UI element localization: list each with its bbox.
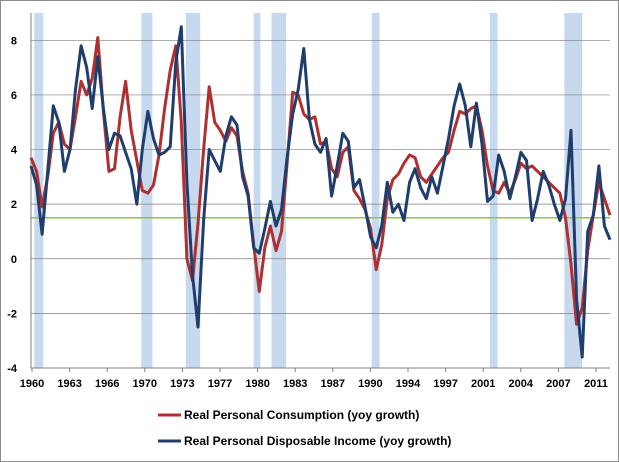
y-tick-label-4: 4 xyxy=(11,145,18,157)
x-tick-label-5: 1977 xyxy=(208,378,232,390)
y-tick-label-0: -4 xyxy=(7,363,18,375)
legend-label-1: Real Personal Disposable Income (yoy gro… xyxy=(184,434,451,448)
x-tick-label-13: 2004 xyxy=(509,378,534,390)
x-tick-label-10: 1994 xyxy=(396,378,421,390)
x-tick-label-8: 1987 xyxy=(321,378,345,390)
x-tick-label-15: 2011 xyxy=(584,378,608,390)
series-lines xyxy=(29,25,612,359)
y-tick-label-1: -2 xyxy=(7,308,17,320)
y-tick-label-6: 8 xyxy=(11,35,17,47)
x-tick-label-4: 1973 xyxy=(170,378,194,390)
gridlines xyxy=(31,39,610,314)
x-tick-label-3: 1970 xyxy=(133,378,157,390)
recession-band-2 xyxy=(185,13,201,368)
legend-label-0: Real Personal Consumption (yoy growth) xyxy=(184,408,419,422)
x-tick-labels: 1960 1963 1966 1970 1973 1977 1980 1983 1987 1990… xyxy=(20,368,608,390)
x-tick-label-0: 1960 xyxy=(20,378,44,390)
recession-band-4 xyxy=(271,13,286,368)
y-tick-labels: -4 -2 0 2 4 6 8 xyxy=(7,35,18,375)
x-tick-label-9: 1990 xyxy=(358,378,382,390)
y-tick-label-3: 2 xyxy=(11,199,17,211)
x-tick-label-6: 1980 xyxy=(245,378,269,390)
x-tick-label-12: 2001 xyxy=(471,378,495,390)
x-tick-label-2: 1966 xyxy=(95,378,119,390)
series-line-0 xyxy=(29,36,612,326)
series-line-1 xyxy=(29,25,612,359)
recession-band-5 xyxy=(371,13,380,368)
x-tick-label-7: 1983 xyxy=(283,378,307,390)
axes xyxy=(30,13,610,369)
x-tick-label-14: 2007 xyxy=(546,378,570,390)
recession-band-1 xyxy=(141,13,153,368)
x-tick-label-11: 1997 xyxy=(433,378,457,390)
y-tick-label-2: 0 xyxy=(11,254,17,266)
recession-band-3 xyxy=(253,13,261,368)
y-tick-label-5: 6 xyxy=(11,90,17,102)
x-tick-label-1: 1963 xyxy=(57,378,81,390)
legend: Real Personal Consumption (yoy growth) Re… xyxy=(158,408,451,448)
